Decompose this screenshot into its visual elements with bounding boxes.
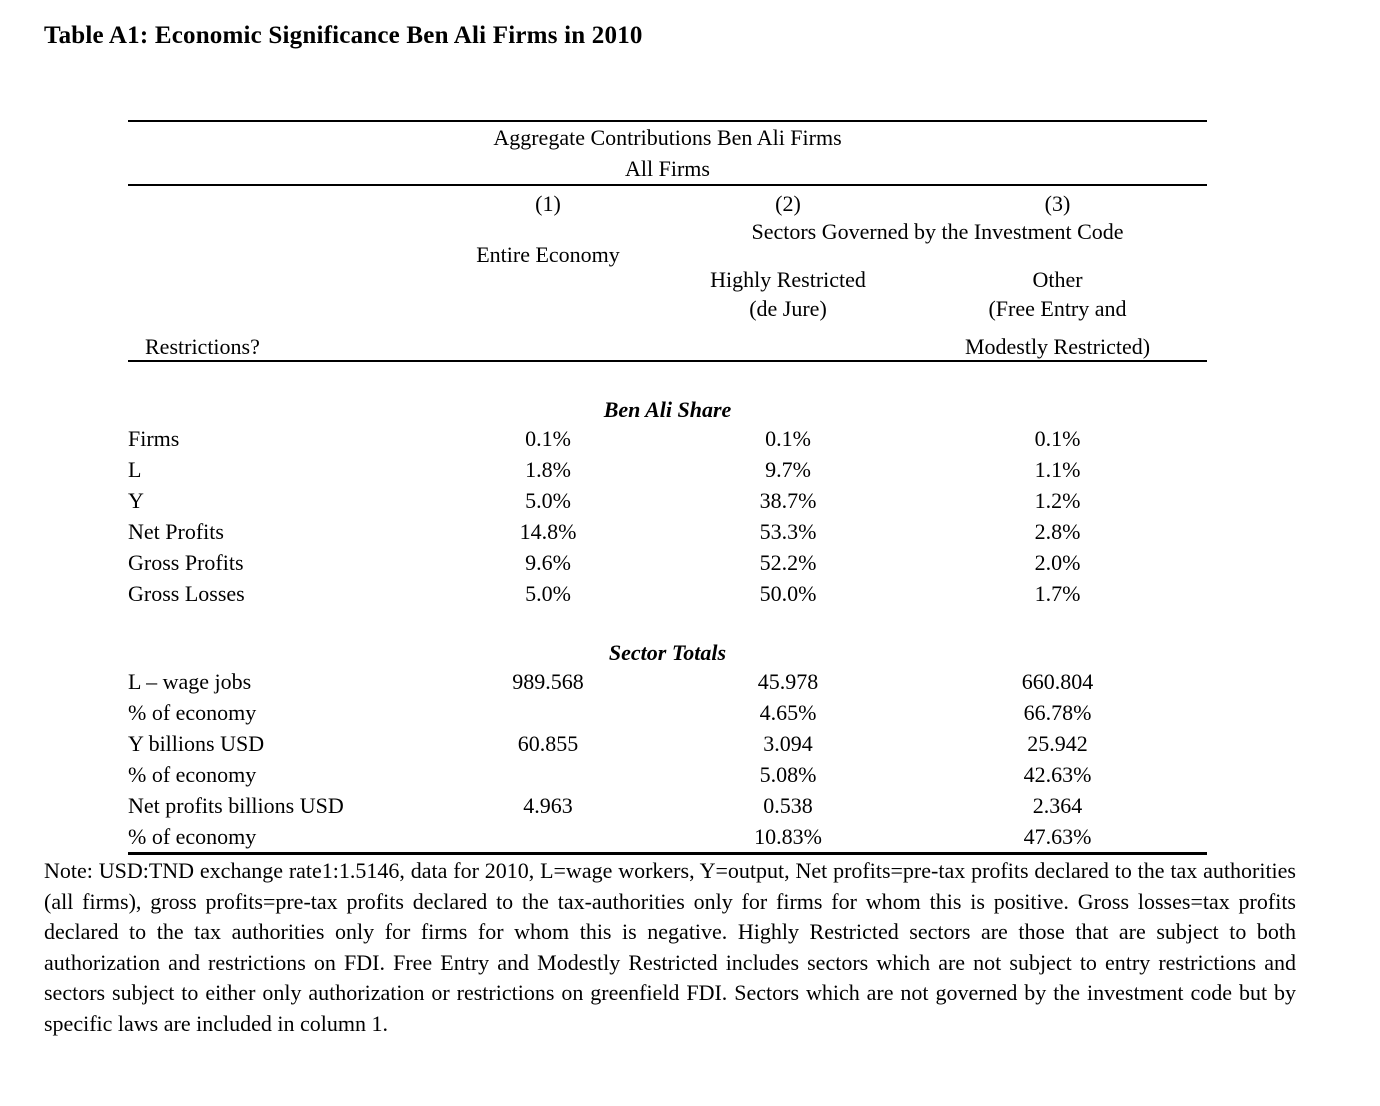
table-row: Net Profits 14.8% 53.3% 2.8%: [128, 516, 1207, 547]
value-cell: 9.6%: [525, 549, 571, 575]
header-column-numbers-row: (1) (2) (3): [128, 185, 1207, 217]
row-label: L: [128, 456, 142, 482]
value-cell: 47.63%: [1023, 823, 1092, 849]
table-row: % of economy 5.08% 42.63%: [128, 759, 1207, 790]
value-cell: 660.804: [1021, 668, 1094, 694]
value-cell: 5.08%: [759, 761, 817, 787]
row-label: Net profits billions USD: [128, 792, 344, 818]
row-label: Y: [128, 487, 144, 513]
table-row: Net profits billions USD 4.963 0.538 2.3…: [128, 790, 1207, 821]
table-body: Ben Ali Share Firms 0.1% 0.1% 0.1% L 1.8…: [128, 361, 1207, 854]
section-spacer-row: [128, 609, 1207, 635]
section-title: Sector Totals: [608, 640, 727, 665]
value-cell: 14.8%: [519, 518, 577, 544]
value-cell: 52.2%: [759, 549, 817, 575]
column-3-header-line1: Other: [1032, 267, 1083, 292]
value-cell: 3.094: [763, 730, 813, 756]
value-cell: 5.0%: [525, 580, 571, 606]
economic-significance-table: Aggregate Contributions Ben Ali Firms Al…: [128, 120, 1208, 855]
value-cell: 989.568: [512, 668, 584, 694]
header-empty-cell: [128, 217, 428, 247]
value-cell: 0.1%: [765, 425, 811, 451]
row-label: Y billions USD: [128, 730, 265, 756]
header-group-subtitle-row: All Firms: [128, 154, 1208, 186]
value-cell: 2.364: [1032, 792, 1083, 818]
header-empty-cell: [428, 293, 668, 324]
header-subrow-1: Highly Restricted Other: [128, 247, 1207, 293]
header-subrow-3: Restrictions? Modestly Restricted): [128, 324, 1208, 362]
value-cell: 2.8%: [1034, 518, 1081, 544]
table-row: Gross Profits 9.6% 52.2% 2.0%: [128, 547, 1207, 578]
table-row: Y billions USD 60.855 3.094 25.942: [128, 728, 1207, 759]
table-title: Table A1: Economic Significance Ben Ali …: [44, 22, 643, 49]
table-note: Note: USD:TND exchange rate1:1.5146, dat…: [44, 858, 1296, 1036]
value-cell: 66.78%: [1023, 699, 1092, 725]
value-cell: 38.7%: [759, 487, 817, 513]
value-cell: 42.63%: [1023, 761, 1092, 787]
value-cell: 4.963: [523, 792, 573, 818]
value-cell: 1.2%: [1034, 487, 1081, 513]
value-cell: 45.978: [757, 668, 819, 694]
value-cell: 5.0%: [525, 487, 571, 513]
value-cell: 9.7%: [765, 456, 811, 482]
section-title: Ben Ali Share: [603, 397, 732, 422]
value-cell: 1.8%: [525, 456, 571, 482]
value-cell: 50.0%: [759, 580, 817, 606]
section-title-row-ben-ali-share: Ben Ali Share: [128, 361, 1207, 423]
table-row: % of economy 4.65% 66.78%: [128, 697, 1207, 728]
header-group-title-row: Aggregate Contributions Ben Ali Firms: [128, 121, 1207, 154]
value-cell: 0.1%: [525, 425, 571, 451]
value-cell: 0.1%: [1034, 425, 1081, 451]
value-cell: [428, 759, 668, 790]
column-number-2: (2): [775, 191, 801, 216]
column-1-header: Entire Economy: [476, 242, 620, 267]
section-title-row-sector-totals: Sector Totals: [128, 635, 1207, 666]
row-label: Firms: [128, 425, 180, 451]
column-3-header-line3: Modestly Restricted): [908, 324, 1208, 362]
table-row: Gross Losses 5.0% 50.0% 1.7%: [128, 578, 1207, 609]
header-subrow-2: (de Jure) (Free Entry and: [128, 293, 1207, 324]
row-label: % of economy: [128, 699, 257, 725]
header-empty-cell: [128, 293, 428, 324]
header-empty-cell: [668, 324, 908, 362]
header-group-title: Aggregate Contributions Ben Ali Firms: [493, 125, 842, 150]
header-empty-cell: [128, 185, 428, 217]
header-group-row: Entire Economy Sectors Governed by the I…: [128, 217, 1207, 267]
row-label: % of economy: [128, 823, 257, 849]
header-empty-cell: [128, 247, 428, 293]
value-cell: 1.1%: [1034, 456, 1081, 482]
investment-code-group-header: Sectors Governed by the Investment Code: [751, 219, 1124, 244]
value-cell: 4.65%: [759, 699, 817, 725]
value-cell: 10.83%: [754, 823, 822, 849]
value-cell: 53.3%: [759, 518, 817, 544]
column-2-header-line1: Highly Restricted: [710, 267, 866, 292]
table-row: % of economy 10.83% 47.63%: [128, 821, 1207, 854]
spacer-cell: [128, 609, 1207, 635]
table-row: L 1.8% 9.7% 1.1%: [128, 454, 1207, 485]
value-cell: 1.7%: [1034, 580, 1081, 606]
value-cell: 25.942: [1027, 730, 1088, 756]
restrictions-row-label: Restrictions?: [128, 324, 428, 362]
table-row: Firms 0.1% 0.1% 0.1%: [128, 423, 1207, 454]
header-empty-cell: [428, 324, 668, 362]
value-cell: 60.855: [517, 730, 579, 756]
column-2-header-line2: (de Jure): [749, 295, 827, 321]
value-cell: 2.0%: [1034, 549, 1081, 575]
table-row: Y 5.0% 38.7% 1.2%: [128, 485, 1207, 516]
row-label: % of economy: [128, 761, 257, 787]
header-group-subtitle: All Firms: [128, 154, 1208, 186]
row-label: Gross Losses: [128, 580, 245, 606]
value-cell: [428, 697, 668, 728]
column-3-header-line2: (Free Entry and: [988, 295, 1127, 321]
table-row: L – wage jobs 989.568 45.978 660.804: [128, 666, 1207, 697]
value-cell: [428, 821, 668, 854]
row-label: L – wage jobs: [128, 668, 252, 694]
value-cell: 0.538: [763, 792, 813, 818]
column-number-3: (3): [1044, 191, 1071, 216]
row-label: Net Profits: [128, 518, 224, 544]
table-header: Aggregate Contributions Ben Ali Firms Al…: [128, 121, 1208, 362]
row-label: Gross Profits: [128, 549, 244, 575]
column-number-1: (1): [535, 191, 561, 216]
